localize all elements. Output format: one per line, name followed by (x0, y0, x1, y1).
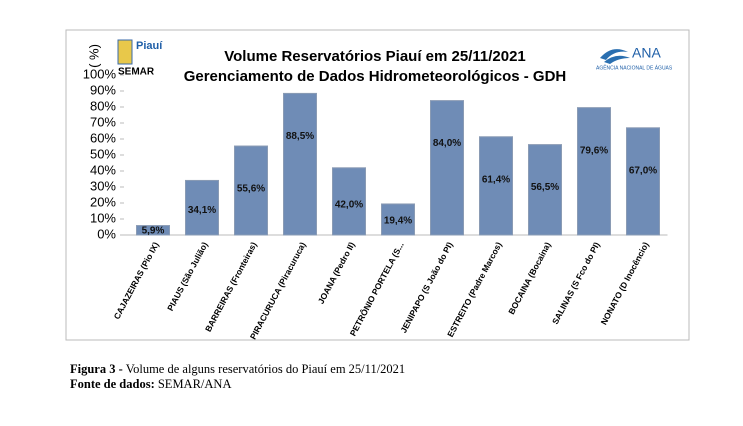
y-tick-label: 70% (90, 114, 116, 129)
logo-piaui: Piauí (136, 40, 163, 52)
y-tick-label: 100% (83, 66, 117, 81)
y-tick-label: 90% (90, 82, 116, 97)
bar (479, 136, 513, 236)
bar (185, 179, 219, 236)
bar (528, 144, 562, 236)
bar (430, 100, 464, 236)
value-label: 55,6% (237, 184, 265, 195)
caption-text: Volume de alguns reservatórios do Piauí … (125, 362, 406, 376)
y-tick-label: 20% (90, 194, 116, 209)
bar (332, 167, 366, 236)
value-label: 67,0% (629, 165, 657, 176)
caption-label: Figura 3 - (70, 362, 123, 376)
logo-ana-sub: AGÊNCIA NACIONAL DE ÁGUAS (596, 63, 673, 71)
y-tick-label: 30% (90, 178, 116, 193)
y-tick-label: 0% (97, 226, 116, 241)
logo-ana: ANA (632, 45, 661, 61)
source-text: SEMAR/ANA (157, 377, 232, 391)
y-tick-label: 60% (90, 130, 116, 145)
value-label: 56,5% (531, 182, 559, 193)
value-label: 84,0% (433, 138, 461, 149)
source-label: Fonte de dados: (70, 377, 155, 391)
bar (234, 145, 268, 236)
chart-subtitle: Gerenciamento de Dados Hidrometeorológic… (184, 68, 567, 85)
logo-semar: SEMAR (118, 67, 155, 78)
source: Fonte de dados: SEMAR/ANA (70, 377, 231, 392)
value-label: 19,4% (384, 216, 412, 227)
y-tick-label: 10% (90, 210, 116, 225)
logo-emblem (117, 39, 133, 65)
caption: Figura 3 - Volume de alguns reservatório… (70, 362, 405, 377)
bar (283, 92, 317, 236)
y-tick-label: 80% (90, 98, 116, 113)
bar (577, 107, 611, 236)
bar (136, 225, 170, 236)
value-label: 42,0% (335, 199, 363, 210)
logo-ana-icon (600, 49, 630, 64)
bar (626, 127, 660, 236)
value-label: 5,9% (142, 225, 165, 236)
value-label: 61,4% (482, 174, 510, 185)
y-tick-label: 50% (90, 146, 116, 161)
value-label: 88,5% (286, 131, 314, 142)
value-label: 34,1% (188, 205, 216, 216)
chart: Volume Reservatórios Piauí em 25/11/2021… (65, 29, 690, 341)
value-label: 79,6% (580, 145, 608, 156)
bar (381, 203, 415, 236)
y-tick-label: 40% (90, 162, 116, 177)
y-axis-label: ( %) (86, 44, 101, 68)
chart-title: Volume Reservatórios Piauí em 25/11/2021 (224, 48, 526, 65)
